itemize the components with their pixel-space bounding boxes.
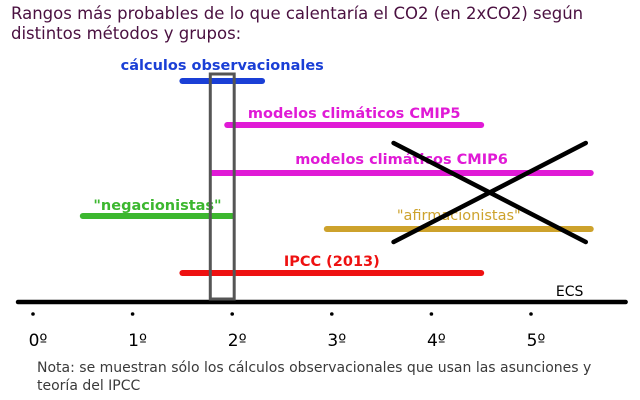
range-label: modelos climáticos CMIP5 (248, 106, 461, 122)
x-tick-label: 0º (29, 331, 48, 351)
x-tick-label: 4º (427, 331, 446, 351)
range-label: "negacionistas" (93, 198, 221, 214)
x-tick-mark (429, 312, 434, 316)
range-label: modelos climáticos CMIP6 (295, 152, 508, 168)
range-label: "afirmacionistas" (397, 208, 521, 224)
footnote: Nota: se muestran sólo los cálculos obse… (37, 360, 592, 394)
chart-title: Rangos más probables de lo que calentarí… (11, 4, 584, 43)
x-tick-label: 3º (327, 331, 346, 351)
x-tick-mark (330, 312, 334, 316)
x-axis-label: ECS (556, 284, 584, 300)
x-tick-mark (31, 312, 35, 316)
highlight-box (208, 72, 236, 301)
x-tick-label: 1º (128, 331, 147, 351)
x-tick-mark (529, 312, 533, 316)
cross-out-stroke (391, 140, 589, 245)
x-tick-mark (130, 312, 135, 316)
range-label: cálculos observacionales (121, 58, 324, 74)
x-tick-mark (230, 312, 234, 316)
x-tick-label: 2º (228, 331, 247, 351)
x-tick-label: 5º (527, 331, 546, 351)
range-label: IPCC (2013) (284, 254, 380, 270)
